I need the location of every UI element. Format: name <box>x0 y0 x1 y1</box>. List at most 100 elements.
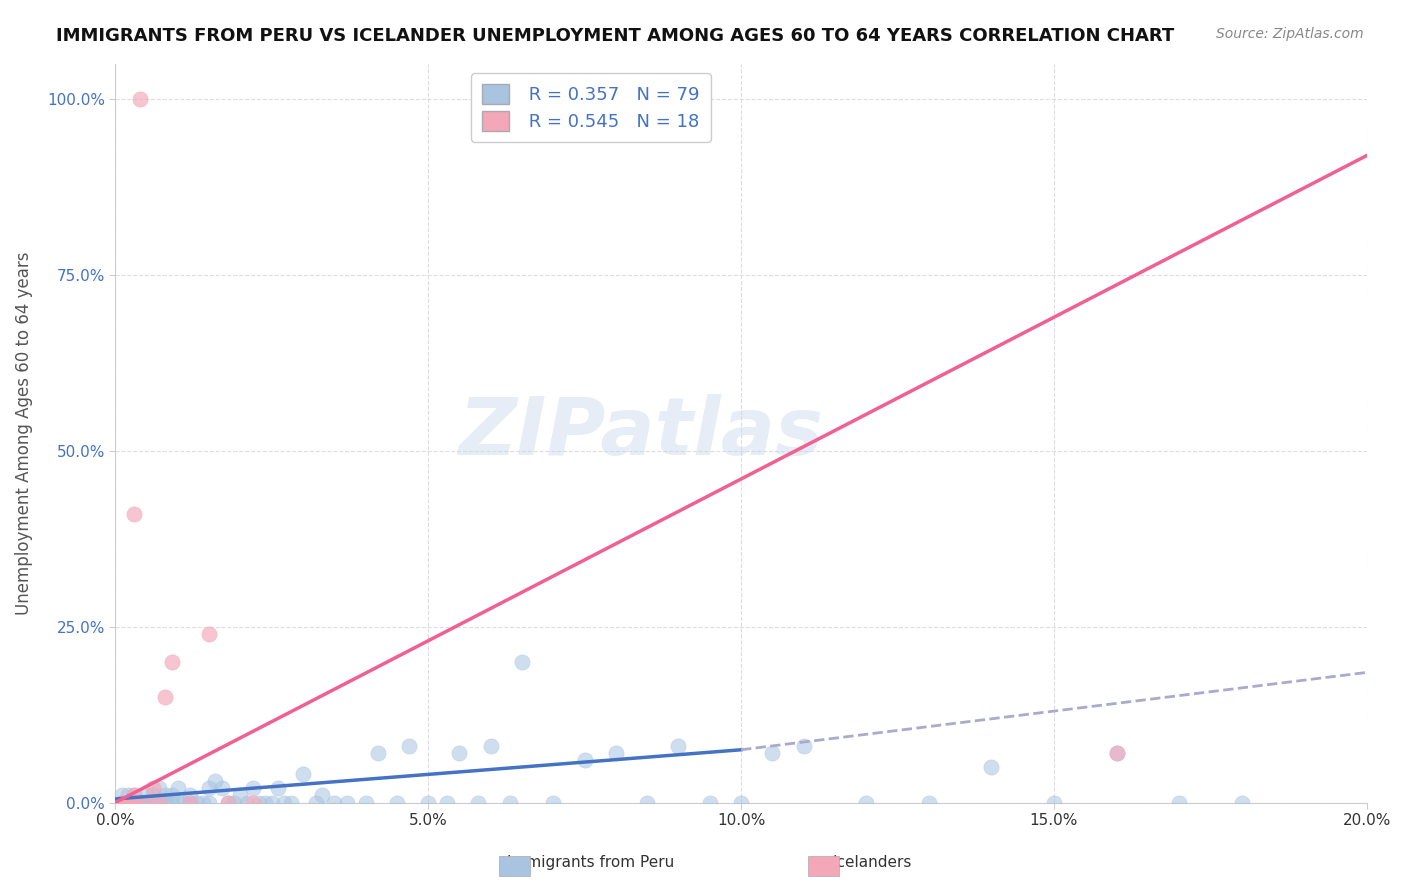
Point <box>110 796 132 810</box>
Point <box>122 789 145 803</box>
Point <box>135 796 157 810</box>
Text: IMMIGRANTS FROM PERU VS ICELANDER UNEMPLOYMENT AMONG AGES 60 TO 64 YEARS CORRELA: IMMIGRANTS FROM PERU VS ICELANDER UNEMPL… <box>56 27 1174 45</box>
Point <box>761 746 783 760</box>
Point <box>142 781 165 796</box>
Point <box>323 796 346 810</box>
Point <box>148 781 170 796</box>
Point <box>1105 746 1128 760</box>
Point <box>129 796 152 810</box>
Point <box>179 796 201 810</box>
Point <box>574 753 596 767</box>
Point <box>254 796 277 810</box>
Point <box>311 789 333 803</box>
Point <box>260 796 283 810</box>
Point <box>918 796 941 810</box>
Point <box>155 690 177 704</box>
Point <box>273 796 295 810</box>
Point <box>1043 796 1066 810</box>
Text: Source: ZipAtlas.com: Source: ZipAtlas.com <box>1216 27 1364 41</box>
Point <box>110 796 132 810</box>
Point <box>122 796 145 810</box>
Point <box>110 796 132 810</box>
Point <box>110 796 132 810</box>
Point <box>304 796 326 810</box>
Point <box>179 796 201 810</box>
Point <box>267 781 290 796</box>
Point <box>117 796 139 810</box>
Point <box>148 796 170 810</box>
Point <box>122 796 145 810</box>
Point <box>855 796 877 810</box>
Point <box>122 796 145 810</box>
Point <box>235 796 257 810</box>
Text: Immigrants from Peru: Immigrants from Peru <box>508 855 673 870</box>
Point <box>167 796 190 810</box>
Point <box>367 746 389 760</box>
Text: ZIPatlas: ZIPatlas <box>458 394 824 472</box>
Point <box>186 796 208 810</box>
Point <box>479 739 502 754</box>
Point <box>280 796 302 810</box>
Point <box>198 781 221 796</box>
Point <box>385 796 408 810</box>
Point <box>498 796 520 810</box>
Point <box>167 781 190 796</box>
Point <box>605 746 627 760</box>
Point <box>117 796 139 810</box>
Point <box>198 626 221 640</box>
Point <box>129 796 152 810</box>
Point <box>699 796 721 810</box>
Point <box>198 796 221 810</box>
Point <box>117 796 139 810</box>
Point <box>142 796 165 810</box>
Legend:  R = 0.357   N = 79,  R = 0.545   N = 18: R = 0.357 N = 79, R = 0.545 N = 18 <box>471 73 710 142</box>
Point <box>510 655 533 669</box>
Point <box>980 760 1002 774</box>
Point <box>135 796 157 810</box>
Point <box>211 781 233 796</box>
Point <box>543 796 565 810</box>
Point <box>122 789 145 803</box>
Point <box>292 767 315 781</box>
Point <box>160 789 183 803</box>
Point <box>117 796 139 810</box>
Point <box>398 739 420 754</box>
Point <box>204 774 226 789</box>
Point <box>117 796 139 810</box>
Point <box>148 796 170 810</box>
Point <box>160 655 183 669</box>
Point <box>179 789 201 803</box>
Point <box>229 789 252 803</box>
Point <box>793 739 815 754</box>
Point <box>217 796 239 810</box>
Point <box>122 507 145 521</box>
Point <box>436 796 458 810</box>
Point <box>1168 796 1191 810</box>
Point <box>224 796 246 810</box>
Point <box>730 796 752 810</box>
Point <box>110 789 132 803</box>
Point <box>242 781 264 796</box>
Point <box>668 739 690 754</box>
Point <box>247 796 270 810</box>
Point <box>110 796 132 810</box>
Point <box>135 796 157 810</box>
Point <box>418 796 440 810</box>
Point <box>1230 796 1253 810</box>
Point <box>191 796 214 810</box>
Text: Icelanders: Icelanders <box>832 855 911 870</box>
Point <box>354 796 377 810</box>
Point <box>117 789 139 803</box>
Point <box>148 796 170 810</box>
Point <box>242 796 264 810</box>
Point <box>467 796 489 810</box>
Point <box>173 796 195 810</box>
Point <box>636 796 658 810</box>
Point <box>336 796 359 810</box>
Y-axis label: Unemployment Among Ages 60 to 64 years: Unemployment Among Ages 60 to 64 years <box>15 252 32 615</box>
Point <box>135 789 157 803</box>
Point <box>142 789 165 803</box>
Point <box>217 796 239 810</box>
Point <box>160 796 183 810</box>
Point <box>449 746 471 760</box>
